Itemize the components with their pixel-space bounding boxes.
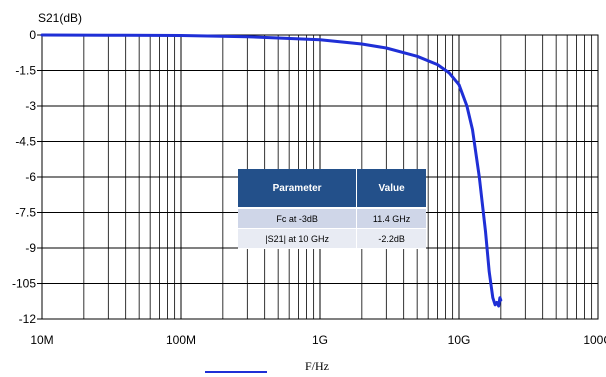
y-axis-ticks: 0 -1.5 -3 -4.5 -6 -7.5 -9 -105 -12 (12, 28, 42, 326)
y-tick-label: -12 (19, 312, 37, 326)
x-tick-label: 100M (166, 333, 196, 347)
header-value: Value (357, 169, 426, 207)
row-s21-parameter: |S21| at 10 GHz (238, 229, 358, 249)
parameter-table: Parameter Value Fc at -3dB 11.4 GHz |S21… (238, 169, 426, 249)
table-row: |S21| at 10 GHz -2.2dB (238, 229, 426, 249)
y-tick-label: -1.5 (15, 64, 36, 78)
row-s21-value: -2.2dB (357, 229, 426, 249)
x-tick-label: 100G (583, 333, 606, 347)
y-tick-label: 0 (29, 28, 36, 42)
y-tick-label: -3 (25, 99, 36, 113)
y-tick-label: -105 (12, 277, 36, 291)
x-tick-label: 10M (30, 333, 53, 347)
y-tick-label: -9 (25, 241, 36, 255)
y-tick-label: -4.5 (15, 135, 36, 149)
x-tick-label: 1G (312, 333, 328, 347)
x-axis-ticks: 10M 100M 1G 10G 100G (30, 333, 606, 347)
header-parameter: Parameter (238, 169, 358, 207)
y-tick-label: -7.5 (15, 206, 36, 220)
y-tick-label: -6 (25, 170, 36, 184)
table-row: Fc at -3dB 11.4 GHz (238, 209, 426, 229)
row-fc-value: 11.4 GHz (357, 209, 426, 229)
s21-series-line (40, 33, 503, 308)
x-tick-label: 10G (448, 333, 471, 347)
y-axis-label: S21(dB) (38, 11, 82, 25)
row-fc-parameter: Fc at -3dB (238, 209, 358, 229)
x-axis-label: F/Hz (305, 359, 329, 373)
table-header-row: Parameter Value (238, 169, 426, 207)
